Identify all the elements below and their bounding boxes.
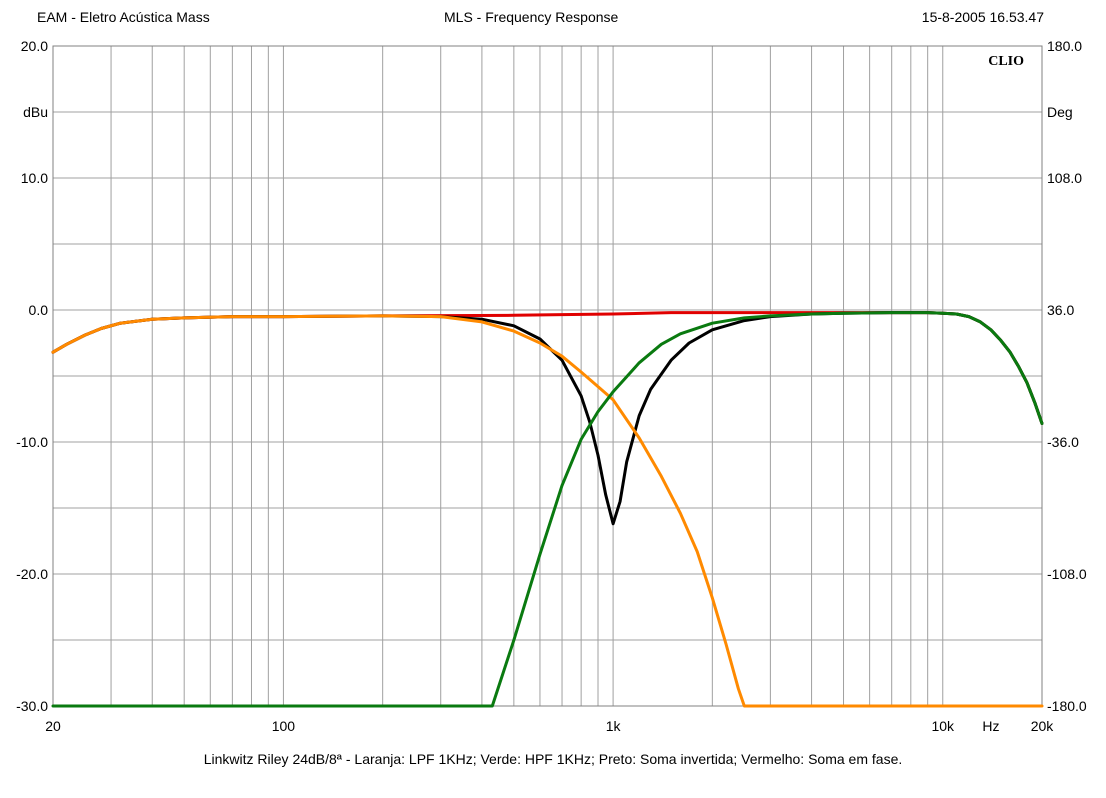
header-company: EAM - Eletro Acústica Mass: [37, 9, 210, 25]
series-line-0: [51, 311, 1044, 425]
x-tick-label: 20: [45, 718, 61, 734]
header-chart-title: MLS - Frequency Response: [444, 9, 619, 25]
y2-tick-label: -180.0: [1047, 698, 1087, 714]
y2-tick-label: 108.0: [1047, 170, 1082, 186]
series-line-2: [51, 314, 1044, 708]
x-tick-label: 1k: [606, 718, 622, 734]
x-tick-label: 10k: [931, 718, 955, 734]
x-axis-unit-label: Hz: [982, 718, 999, 734]
x-tick-label: 20k: [1031, 718, 1055, 734]
y2-tick-label: -36.0: [1047, 434, 1079, 450]
y2-axis-unit-label: Deg: [1047, 104, 1073, 120]
series-line-1: [51, 311, 1044, 526]
series-line-3: [51, 311, 1044, 708]
y-tick-label: -30.0: [16, 698, 48, 714]
header-timestamp: 15-8-2005 16.53.47: [921, 9, 1044, 25]
y-tick-label: -10.0: [16, 434, 48, 450]
y-tick-label: 20.0: [21, 38, 48, 54]
y-tick-label: 10.0: [21, 170, 48, 186]
chart-caption: Linkwitz Riley 24dB/8ª - Laranja: LPF 1K…: [203, 751, 903, 767]
y2-tick-label: 180.0: [1047, 38, 1082, 54]
grid-layer: [52, 45, 1043, 707]
y-tick-label: 0.0: [29, 302, 49, 318]
clio-brand-label: CLIO: [988, 54, 1024, 69]
plot-frame: [52, 45, 1043, 707]
y-axis-unit-label: dBu: [23, 104, 48, 120]
series-layer: [51, 311, 1044, 708]
y-tick-label: -20.0: [16, 566, 48, 582]
x-tick-label: 100: [272, 718, 296, 734]
y2-tick-label: -108.0: [1047, 566, 1087, 582]
y2-tick-label: 36.0: [1047, 302, 1074, 318]
label-layer: 20.0 10.0 0.0 -10.0 -20.0 -30.0 180.0 108.0 36.0…: [16, 38, 1087, 734]
